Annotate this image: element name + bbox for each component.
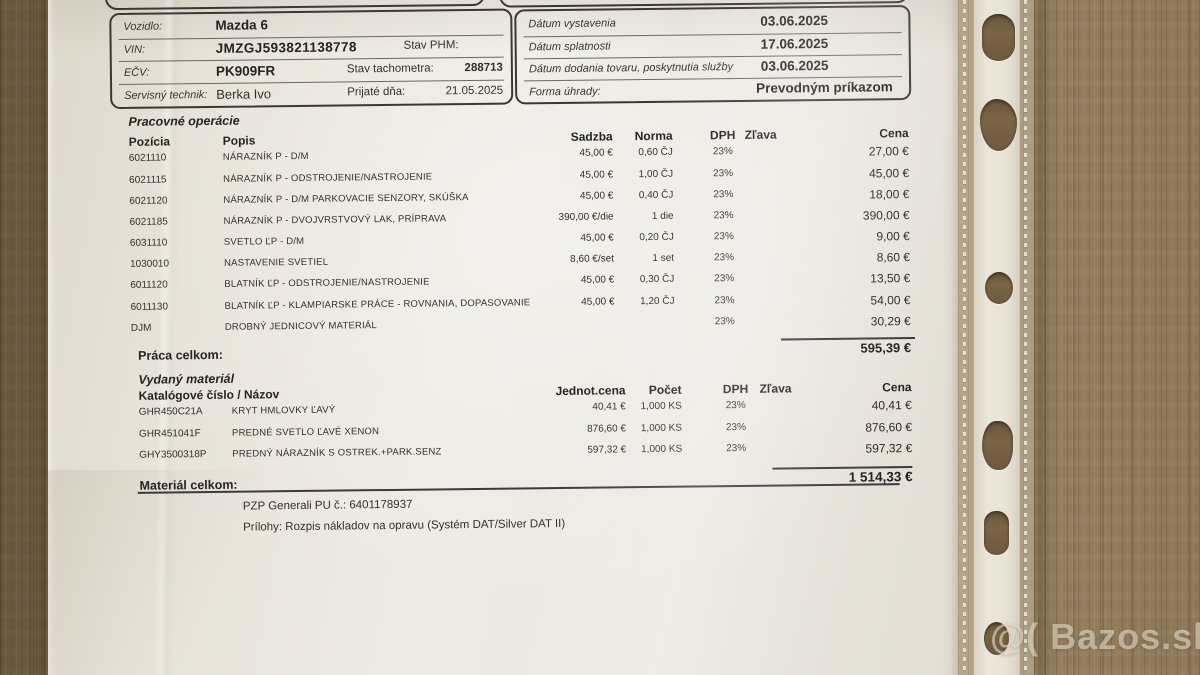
punch-hole-torn xyxy=(982,421,1013,470)
punch-hole-torn xyxy=(980,99,1017,151)
wood-left-strip xyxy=(0,0,54,675)
punch-hole xyxy=(985,272,1013,304)
punch-hole xyxy=(984,511,1009,555)
sleeve-weld-seam xyxy=(1024,0,1027,675)
paper-crease xyxy=(48,470,328,675)
bazos-watermark: @( Bazos.sk xyxy=(990,616,1200,657)
sleeve-weld-seam xyxy=(963,0,966,675)
punch-hole xyxy=(984,622,1009,655)
punch-hole xyxy=(982,14,1015,61)
plastic-sleeve-sheen xyxy=(48,0,958,675)
